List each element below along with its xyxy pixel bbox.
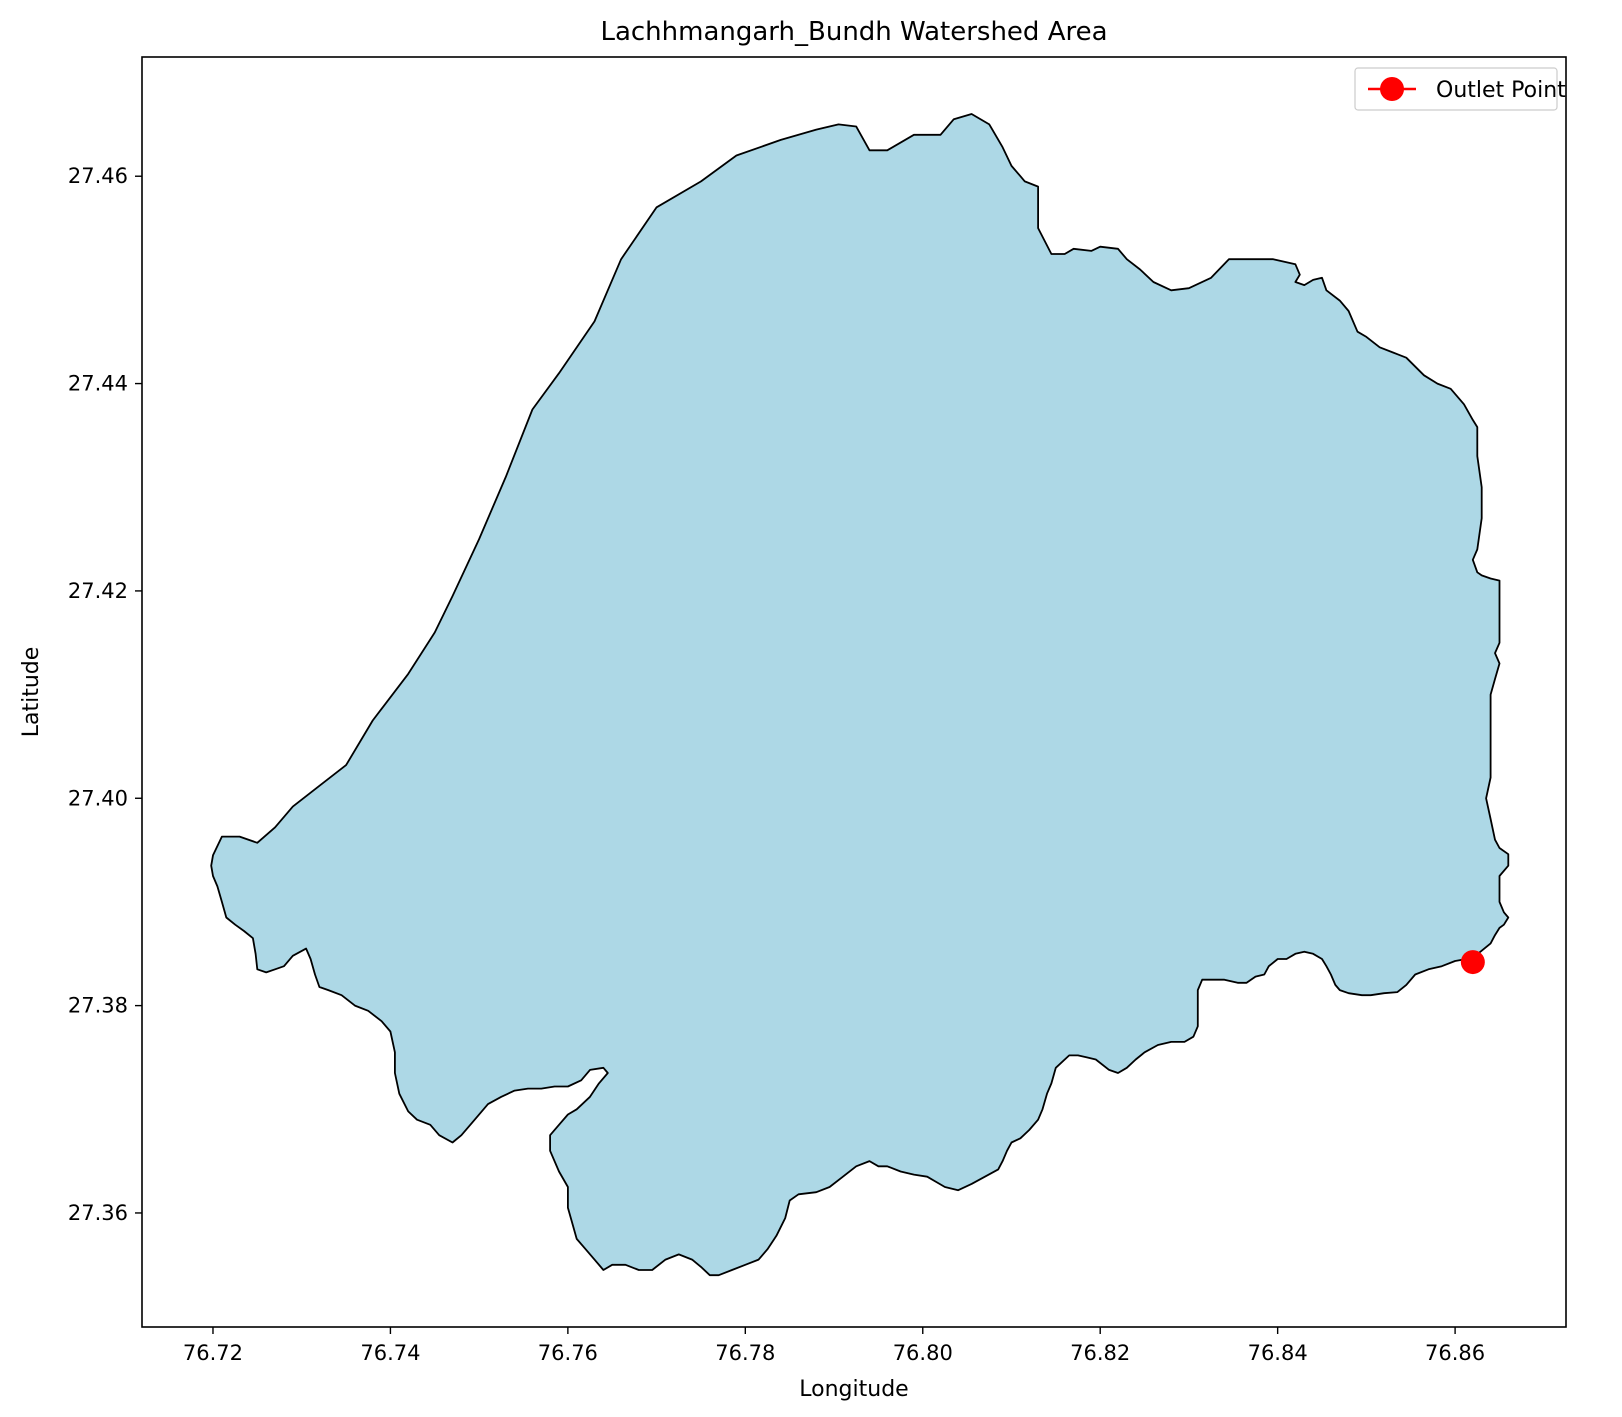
legend-outlet-label: Outlet Point bbox=[1436, 78, 1566, 103]
y-axis-label: Latitude bbox=[19, 647, 44, 738]
x-tick-label: 76.82 bbox=[1070, 1341, 1130, 1365]
y-axis-ticks: 27.36 27.38 27.40 27.42 27.44 27.46 bbox=[68, 164, 142, 1225]
x-axis-label: Longitude bbox=[799, 1377, 908, 1402]
y-tick-label: 27.46 bbox=[68, 164, 128, 188]
y-tick-label: 27.36 bbox=[68, 1201, 128, 1225]
x-tick-label: 76.78 bbox=[715, 1341, 775, 1365]
y-tick-label: 27.40 bbox=[68, 786, 128, 810]
y-tick-label: 27.38 bbox=[68, 994, 128, 1018]
y-tick-label: 27.42 bbox=[68, 579, 128, 603]
x-tick-label: 76.72 bbox=[183, 1341, 243, 1365]
plot-frame bbox=[141, 56, 1567, 1328]
x-tick-label: 76.80 bbox=[893, 1341, 953, 1365]
legend: Outlet Point bbox=[1354, 67, 1566, 111]
watershed-polygon bbox=[210, 113, 1510, 1277]
outlet-point-marker bbox=[1460, 950, 1485, 975]
y-tick-label: 27.44 bbox=[68, 372, 128, 396]
plot-area bbox=[210, 113, 1510, 1277]
chart-title: Lachhmangarh_Bundh Watershed Area bbox=[600, 17, 1107, 47]
x-tick-label: 76.86 bbox=[1425, 1341, 1485, 1365]
x-tick-label: 76.76 bbox=[538, 1341, 598, 1365]
x-tick-label: 76.74 bbox=[360, 1341, 420, 1365]
legend-box bbox=[1354, 67, 1558, 111]
x-tick-label: 76.84 bbox=[1248, 1341, 1308, 1365]
legend-outlet-marker bbox=[1380, 77, 1404, 101]
x-axis-ticks: 76.72 76.74 76.76 76.78 76.80 76.82 76.84 76.86 bbox=[183, 1327, 1485, 1365]
